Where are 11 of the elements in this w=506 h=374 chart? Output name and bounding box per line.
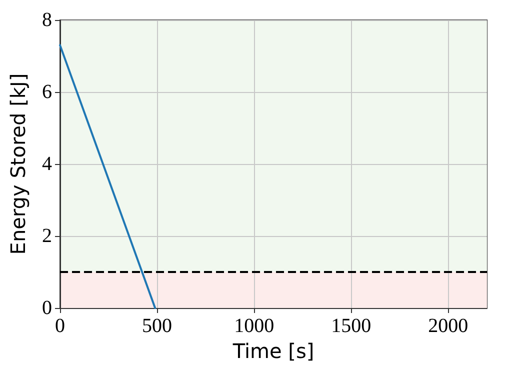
y-tick-label: 8 bbox=[42, 9, 52, 31]
x-tick-label: 500 bbox=[142, 315, 172, 337]
y-axis-title: Energy Stored [kJ] bbox=[6, 73, 30, 255]
x-tick-label: 2000 bbox=[428, 315, 468, 337]
y-tick-label: 2 bbox=[42, 225, 52, 247]
x-axis-title: Time [s] bbox=[232, 338, 314, 363]
y-tick-label: 6 bbox=[42, 81, 52, 103]
y-tick-label: 0 bbox=[42, 297, 52, 319]
y-tick-label: 4 bbox=[42, 153, 52, 175]
x-tick-label: 1000 bbox=[234, 315, 274, 337]
x-tick-label: 1500 bbox=[331, 315, 372, 337]
